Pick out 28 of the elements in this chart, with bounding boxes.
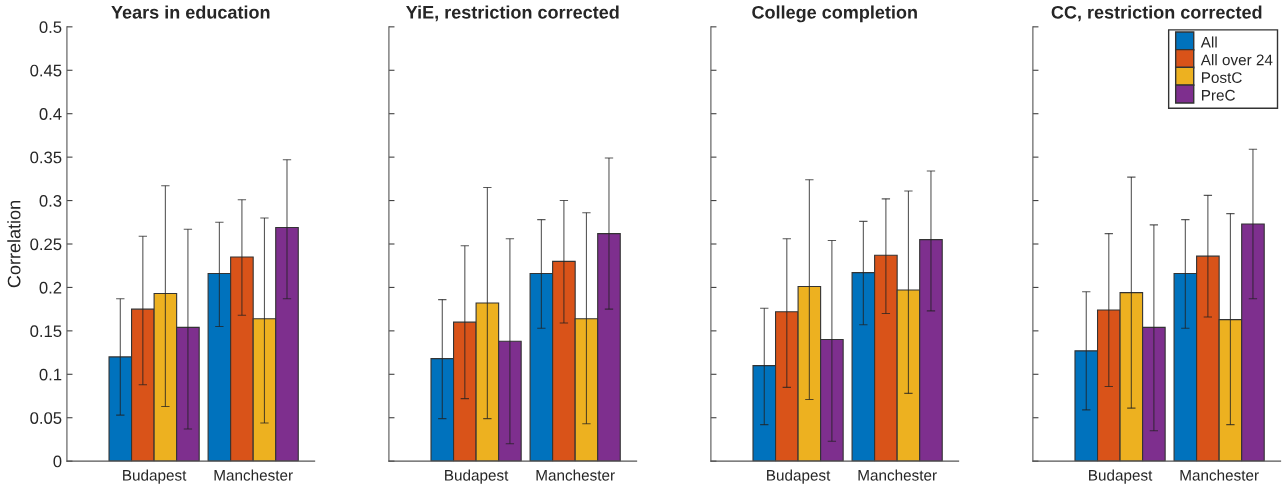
y-tick-label: 0.25 bbox=[30, 238, 62, 251]
y-tick-label: 0.5 bbox=[39, 21, 62, 34]
y-tick-label: 0.45 bbox=[30, 64, 62, 77]
x-tick-label: Manchester bbox=[1180, 469, 1259, 481]
chart-title: YiE, restriction corrected bbox=[406, 5, 619, 22]
y-tick-label: 0.35 bbox=[30, 151, 62, 164]
y-tick-label: 0.4 bbox=[39, 108, 62, 120]
x-tick-label: Manchester bbox=[858, 469, 937, 481]
y-axis-title: Correlation bbox=[7, 201, 21, 288]
x-tick-label: Budapest bbox=[123, 469, 187, 484]
y-tick-label: 0.05 bbox=[30, 412, 62, 424]
legend-label: All over 24 bbox=[1200, 54, 1273, 66]
legend-label: All bbox=[1200, 36, 1217, 48]
chart-title: College completion bbox=[752, 5, 917, 23]
x-tick-label: Manchester bbox=[214, 469, 293, 481]
y-tick-label: 0.3 bbox=[39, 194, 62, 207]
x-tick-label: Manchester bbox=[536, 469, 615, 481]
y-tick-label: 0.15 bbox=[30, 325, 62, 338]
y-tick-label: 0.1 bbox=[39, 368, 62, 381]
chart-title: Years in education bbox=[111, 5, 270, 19]
legend-label: PostC bbox=[1202, 72, 1242, 83]
x-tick-label: Budapest bbox=[1089, 469, 1153, 484]
x-tick-label: Budapest bbox=[767, 469, 831, 484]
chart-title: CC, restriction corrected bbox=[1051, 5, 1262, 22]
y-tick-label: 0.2 bbox=[39, 281, 62, 294]
legend-label: PreC bbox=[1202, 89, 1235, 101]
y-tick-label: 0 bbox=[53, 455, 62, 468]
x-tick-label: Budapest bbox=[445, 469, 509, 484]
